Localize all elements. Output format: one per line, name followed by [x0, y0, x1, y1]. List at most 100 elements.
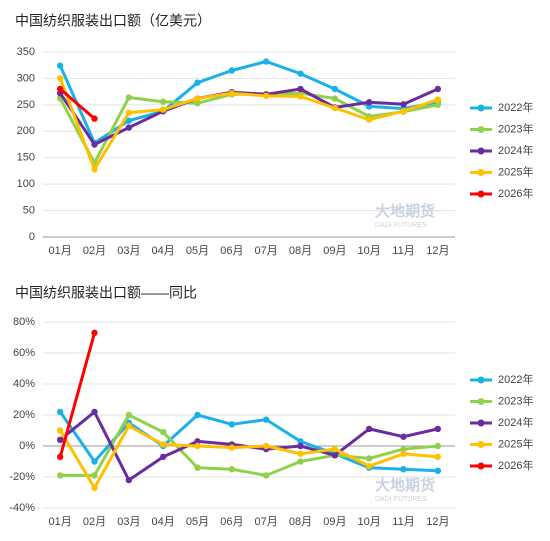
data-point	[228, 466, 236, 473]
data-point	[434, 96, 442, 103]
data-point	[331, 95, 339, 102]
watermark: 大地期货	[375, 202, 435, 220]
data-point	[434, 425, 442, 433]
data-point	[400, 433, 407, 440]
series-line	[60, 413, 438, 477]
x-tick-label: 01月	[49, 245, 72, 257]
series-line	[58, 77, 439, 171]
data-point	[365, 455, 373, 462]
y-tick-label: 20%	[13, 409, 35, 421]
legend-label: 2024年	[498, 415, 533, 429]
legend-dot	[477, 104, 485, 112]
x-tick-label: 10月	[358, 516, 381, 528]
legend-dot	[477, 147, 485, 155]
data-point	[159, 98, 167, 105]
series-line	[58, 411, 438, 473]
watermark-sub: DADI FUTURES	[375, 496, 427, 503]
data-point	[365, 425, 373, 433]
data-point	[434, 85, 442, 93]
legend-dot	[477, 190, 485, 198]
data-point	[434, 453, 442, 461]
x-tick-label: 02月	[83, 245, 106, 257]
data-point	[194, 95, 201, 102]
legend-label: 2024年	[498, 143, 533, 157]
legend-dot	[477, 376, 485, 384]
y-tick-label: 40%	[13, 378, 35, 390]
x-tick-label: 08月	[289, 516, 312, 528]
x-tick-label: 11月	[392, 245, 414, 257]
data-point	[194, 411, 201, 419]
x-tick-label: 08月	[289, 245, 312, 257]
data-point	[297, 438, 304, 445]
y-tick-label: 150	[17, 152, 35, 164]
legend-label: 2025年	[498, 164, 533, 178]
data-point	[262, 58, 270, 65]
data-point	[91, 115, 98, 122]
data-point	[56, 436, 64, 443]
y-tick-label: 300	[17, 72, 35, 84]
legend-dot	[477, 398, 485, 405]
data-point	[400, 108, 407, 115]
y-tick-label: 350	[17, 46, 35, 58]
data-point	[262, 92, 270, 100]
y-tick-label: 200	[17, 125, 35, 137]
data-point	[434, 442, 442, 450]
data-point	[56, 85, 64, 93]
data-point	[400, 466, 407, 473]
data-point	[56, 75, 64, 82]
y-tick-label: 100	[17, 178, 35, 190]
legend-label: 2023年	[498, 393, 533, 407]
data-point	[262, 416, 270, 423]
chart-title: 中国纺织服装出口额——同比	[15, 285, 197, 301]
data-point	[91, 141, 98, 148]
legend-dot	[477, 462, 485, 470]
data-point	[125, 94, 133, 101]
data-point	[365, 99, 373, 106]
legend-dot	[477, 169, 485, 176]
x-tick-label: 07月	[255, 516, 278, 528]
x-tick-label: 06月	[220, 516, 243, 528]
data-point	[331, 445, 339, 453]
y-tick-label: 250	[17, 99, 35, 111]
legend-dot	[477, 126, 485, 133]
data-point	[159, 441, 167, 448]
legend-dot	[477, 419, 485, 427]
data-point	[125, 109, 133, 116]
data-point	[262, 442, 270, 450]
legend-dot	[477, 441, 485, 448]
data-point	[365, 116, 373, 123]
legend-label: 2026年	[498, 186, 533, 200]
watermark-sub: DADI FUTURES	[375, 222, 427, 229]
data-point	[297, 442, 304, 450]
data-point	[434, 467, 442, 474]
x-tick-label: 09月	[323, 245, 346, 257]
x-tick-label: 04月	[152, 245, 175, 257]
data-point	[125, 411, 133, 419]
data-point	[125, 476, 133, 484]
data-point	[56, 408, 64, 416]
y-tick-label: 60%	[13, 347, 35, 359]
data-point	[125, 422, 133, 430]
y-tick-label: -40%	[9, 502, 35, 514]
data-point	[194, 442, 201, 450]
data-point	[159, 453, 167, 461]
x-tick-label: 03月	[117, 245, 140, 257]
data-point	[400, 450, 407, 457]
data-point	[331, 452, 339, 459]
legend-label: 2022年	[498, 100, 533, 114]
data-point	[159, 106, 167, 113]
data-point	[56, 427, 64, 434]
data-point	[56, 472, 64, 479]
y-tick-label: -20%	[9, 471, 35, 483]
data-point	[228, 444, 236, 451]
series-line	[59, 87, 96, 120]
data-point	[56, 62, 64, 69]
series-line	[58, 332, 96, 458]
data-point	[297, 93, 304, 100]
data-point	[297, 85, 304, 93]
legend-label: 2023年	[498, 121, 533, 135]
x-tick-label: 01月	[49, 516, 72, 528]
y-tick-label: 0%	[19, 440, 35, 452]
x-tick-label: 06月	[220, 245, 243, 257]
